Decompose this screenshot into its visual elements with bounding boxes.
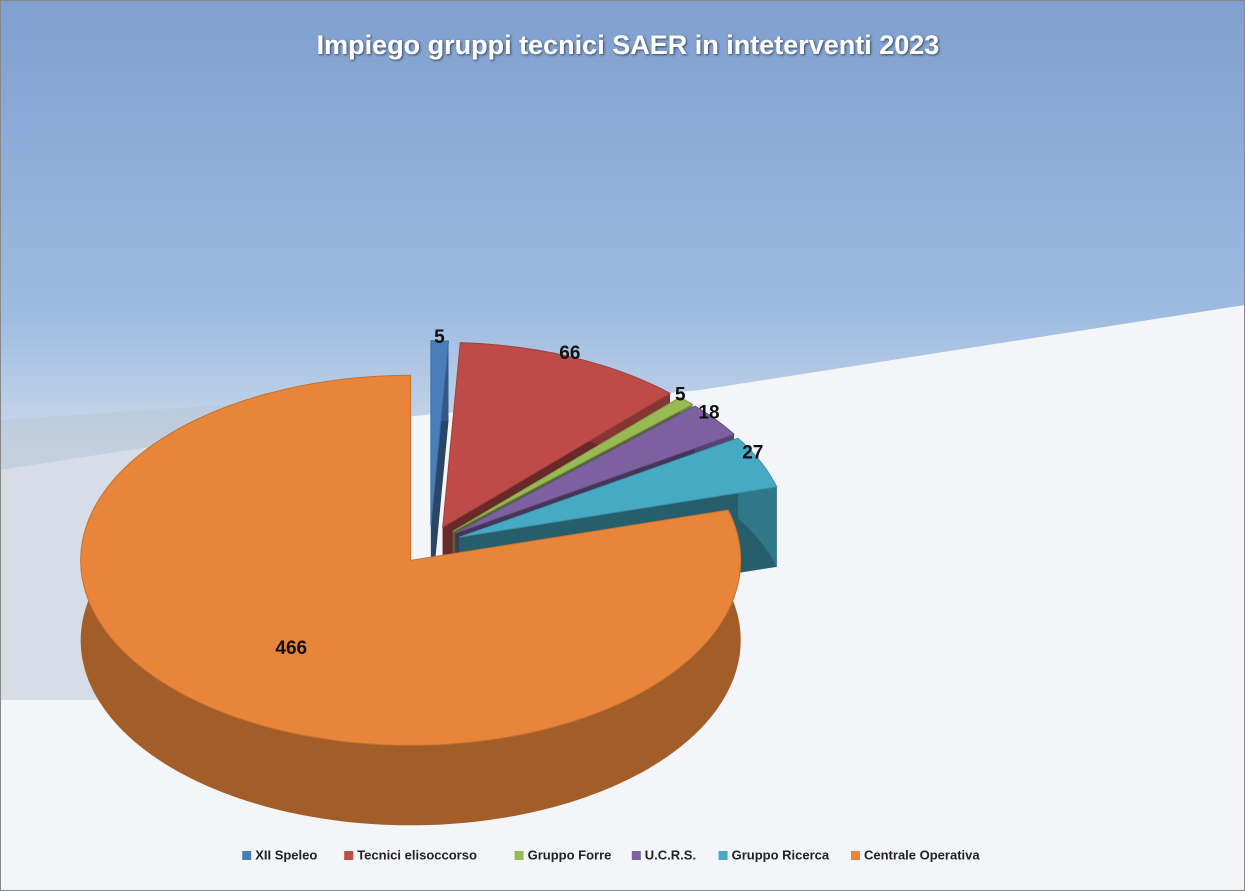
legend-swatch (631, 851, 641, 860)
slice (442, 342, 672, 529)
value-label: 466 (275, 638, 307, 659)
legend-swatch (344, 851, 354, 860)
legend-label: Centrale Operativa (864, 847, 980, 862)
legend-label: Gruppo Ricerca (732, 847, 830, 862)
value-label: 18 (698, 402, 719, 423)
value-label: 27 (742, 442, 763, 463)
legend-swatch (718, 851, 728, 860)
slice (452, 396, 694, 532)
pie: 5 66 5 18 27 466 (80, 327, 778, 826)
legend: XII Speleo Tecnici elisoccorso Gruppo Forr… (242, 847, 980, 862)
slice (80, 374, 742, 746)
value-label: 5 (434, 327, 445, 348)
legend-label: XII Speleo (255, 847, 317, 862)
slice (455, 405, 735, 534)
legend-swatch (514, 851, 524, 860)
chart-title: Impiego gruppi tecnici SAER in inteterve… (317, 30, 940, 60)
legend-swatch (851, 851, 860, 860)
legend-label: U.C.R.S. (645, 847, 696, 862)
legend-label: Tecnici elisoccorso (357, 847, 477, 862)
legend-swatch (242, 851, 252, 860)
value-label: 5 (675, 384, 686, 405)
slice (430, 340, 450, 526)
slice (459, 437, 778, 538)
legend-label: Gruppo Forre (528, 847, 612, 862)
value-label: 66 (559, 343, 580, 364)
